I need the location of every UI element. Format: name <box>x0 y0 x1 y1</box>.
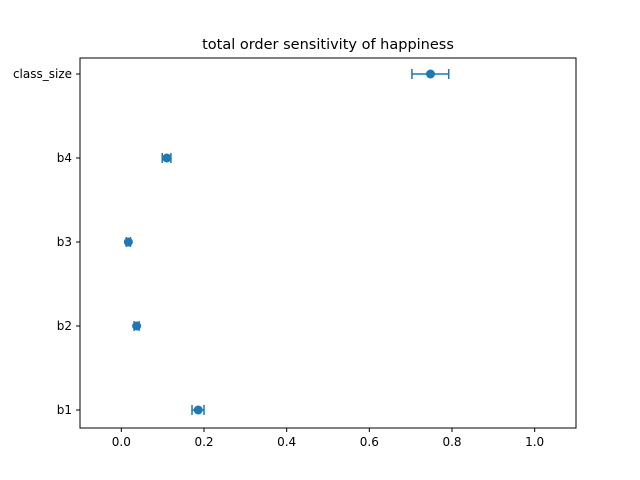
x-tick-label: 0.4 <box>277 435 296 449</box>
x-tick-label: 0.0 <box>112 435 131 449</box>
y-tick-label: b4 <box>57 151 72 165</box>
data-point <box>162 153 172 163</box>
x-axis: 0.0 0.2 0.4 0.6 0.8 1.0 <box>112 428 544 449</box>
x-tick-label: 0.8 <box>442 435 461 449</box>
chart-title: total order sensitivity of happiness <box>202 37 454 53</box>
x-tick-label: 1.0 <box>525 435 544 449</box>
data-point <box>123 237 133 247</box>
y-tick-label: b3 <box>57 235 72 249</box>
plot-area-frame <box>79 57 577 429</box>
x-tick-label: 0.6 <box>360 435 379 449</box>
y-tick-label: class_size <box>13 67 72 81</box>
data-point <box>426 69 436 79</box>
data-point <box>132 321 142 331</box>
data-point <box>193 405 203 415</box>
y-tick-label: b1 <box>57 403 72 417</box>
y-tick-label: b2 <box>57 319 72 333</box>
x-tick-label: 0.2 <box>194 435 213 449</box>
y-axis: b1 b2 b3 b4 class_size <box>13 67 80 417</box>
data-series <box>123 69 450 415</box>
